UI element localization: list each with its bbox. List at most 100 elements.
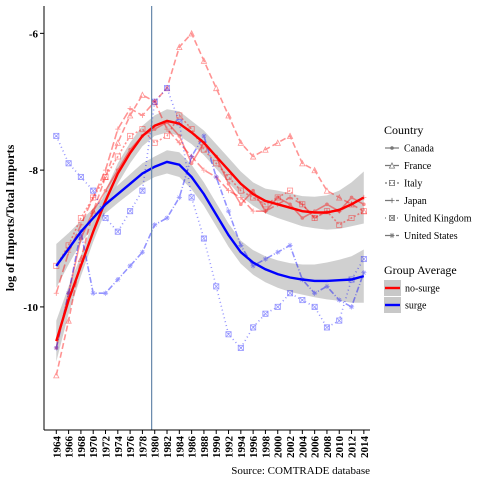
x-tick-label: 1980 xyxy=(150,436,162,459)
point-japan-1998 xyxy=(262,208,269,214)
point-france-1988 xyxy=(200,57,208,64)
average-line-surge xyxy=(55,160,365,283)
series-france xyxy=(53,29,368,379)
legend-label: United Kingdom xyxy=(404,214,472,225)
point-france-1982 xyxy=(163,84,171,92)
point-united-states-2002 xyxy=(287,242,293,248)
point-japan-1976 xyxy=(127,105,133,112)
legend-key-marker xyxy=(389,197,395,204)
point-france-2008 xyxy=(323,187,331,194)
point-japan-1972 xyxy=(102,167,109,173)
point-france-1964 xyxy=(53,371,60,379)
point-france-2002 xyxy=(286,132,294,139)
legend-item-no-surge: no-surge xyxy=(384,280,440,296)
legend-item-canada: Canada xyxy=(385,144,435,155)
point-italy-1968 xyxy=(77,214,84,221)
point-japan-1964 xyxy=(53,290,59,296)
point-france-2000 xyxy=(274,139,281,146)
x-tick-label: 1984 xyxy=(174,436,186,459)
point-united-kingdom-1998 xyxy=(262,310,269,317)
point-united-kingdom-1970 xyxy=(90,187,97,194)
legend-country-title: Country xyxy=(384,123,423,137)
legend-item-italy: Italy xyxy=(385,179,422,190)
point-france-1966 xyxy=(65,317,72,324)
legend-label: Japan xyxy=(404,196,427,207)
point-japan-1996 xyxy=(250,208,256,214)
point-japan-1974 xyxy=(115,126,121,132)
point-united-states-1974 xyxy=(115,276,121,283)
point-japan-1982 xyxy=(164,126,170,132)
legend-label: United States xyxy=(404,231,458,242)
point-japan-1990 xyxy=(213,174,219,180)
point-united-kingdom-1964 xyxy=(53,132,60,139)
point-united-kingdom-1996 xyxy=(250,324,257,331)
x-tick-label: 1990 xyxy=(211,436,223,459)
ribbon-surge xyxy=(56,150,364,303)
point-italy-1984 xyxy=(176,112,183,119)
point-canada-2014 xyxy=(362,202,366,207)
point-united-kingdom-2000 xyxy=(274,303,281,310)
point-france-1984 xyxy=(176,43,183,51)
point-canada-1996 xyxy=(251,188,255,193)
point-united-states-2010 xyxy=(336,297,342,303)
series-line-france xyxy=(55,31,365,376)
point-italy-1978 xyxy=(139,126,146,133)
legend-item-japan: Japan xyxy=(385,196,427,207)
point-italy-1994 xyxy=(237,187,244,194)
legend-key-marker xyxy=(388,179,395,186)
point-united-kingdom-1968 xyxy=(77,173,84,180)
x-tick-label: 1964 xyxy=(51,436,63,459)
point-united-kingdom-2002 xyxy=(287,290,294,297)
point-united-states-2012 xyxy=(348,304,355,310)
average-line-no-surge xyxy=(55,119,365,342)
point-italy-1974 xyxy=(114,153,121,160)
x-tick-label: 1998 xyxy=(260,436,272,459)
point-france-1974 xyxy=(114,139,122,146)
point-canada-1968 xyxy=(79,236,83,241)
x-tick-label: 2010 xyxy=(334,436,346,459)
point-united-states-2014 xyxy=(361,270,367,276)
point-united-states-1986 xyxy=(189,153,195,160)
x-tick-label: 1994 xyxy=(236,436,248,459)
y-axis-title: log of Imports/Total Imports xyxy=(3,144,17,291)
point-italy-2006 xyxy=(311,214,318,221)
point-united-kingdom-1982 xyxy=(164,85,171,92)
point-japan-1980 xyxy=(152,99,158,105)
series-line-japan xyxy=(55,100,365,294)
point-italy-2002 xyxy=(287,187,294,194)
point-japan-2004 xyxy=(299,201,305,207)
legend-key-marker xyxy=(389,232,395,239)
point-united-kingdom-2014 xyxy=(360,256,367,263)
point-italy-2004 xyxy=(299,201,306,208)
point-japan-2006 xyxy=(312,215,318,221)
point-united-states-1970 xyxy=(90,290,96,296)
point-france-1976 xyxy=(126,111,134,119)
x-tick-label: 1970 xyxy=(88,436,100,459)
point-united-kingdom-1994 xyxy=(237,344,244,351)
x-tick-label: 1972 xyxy=(101,436,113,459)
point-united-states-1976 xyxy=(127,263,133,269)
legend-label: France xyxy=(404,161,432,172)
point-japan-1994 xyxy=(238,194,244,201)
point-united-kingdom-1986 xyxy=(188,194,195,201)
point-italy-1992 xyxy=(225,173,232,180)
x-tick-label: 2014 xyxy=(359,436,371,459)
point-japan-1992 xyxy=(225,188,232,194)
point-canada-1998 xyxy=(263,209,268,213)
x-tick-label: 1976 xyxy=(125,436,137,459)
point-italy-1976 xyxy=(127,132,134,139)
point-france-2010 xyxy=(335,193,343,201)
legend-label: no-surge xyxy=(405,284,440,295)
point-italy-1964 xyxy=(53,262,60,269)
legend-item-france: France xyxy=(385,161,432,172)
point-united-states-1996 xyxy=(250,263,256,269)
point-united-states-1972 xyxy=(102,290,109,296)
point-united-states-2006 xyxy=(312,290,318,296)
point-japan-2002 xyxy=(287,194,293,201)
point-japan-1984 xyxy=(176,140,182,146)
legend-group-items: no-surge surge xyxy=(384,280,440,313)
point-canada-2004 xyxy=(300,216,305,220)
average-series xyxy=(55,119,365,342)
legend-group-title: Group Average xyxy=(384,263,457,277)
